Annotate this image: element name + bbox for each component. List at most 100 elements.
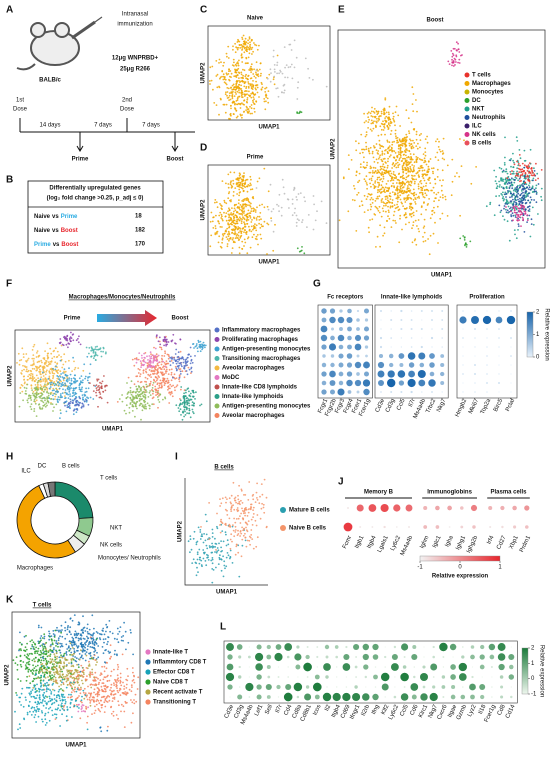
cell-point bbox=[370, 110, 373, 113]
cell-point bbox=[511, 172, 514, 175]
cell-point bbox=[157, 398, 160, 401]
cell-point bbox=[219, 498, 221, 500]
cell-point bbox=[35, 395, 37, 398]
cell-point bbox=[406, 195, 409, 197]
cell-point bbox=[182, 361, 185, 364]
cell-point bbox=[224, 567, 226, 570]
cell-point bbox=[135, 385, 138, 388]
cell-point bbox=[431, 213, 434, 216]
cell-point bbox=[241, 76, 244, 79]
cell-point bbox=[260, 88, 263, 91]
cell-point bbox=[89, 657, 91, 660]
cell-point bbox=[148, 391, 151, 394]
cell-point bbox=[381, 171, 384, 174]
cell-point bbox=[415, 156, 418, 158]
cell-point bbox=[392, 214, 395, 217]
cell-point bbox=[28, 394, 31, 397]
cell-point bbox=[160, 371, 162, 374]
cell-point bbox=[379, 154, 382, 157]
cell-point bbox=[138, 352, 141, 354]
cell-point bbox=[236, 103, 238, 106]
cell-point bbox=[221, 218, 224, 221]
legend-swatch bbox=[214, 375, 220, 380]
cell-point bbox=[540, 187, 543, 190]
cell-point bbox=[520, 225, 522, 228]
cell-point bbox=[504, 203, 507, 205]
cell-point bbox=[193, 402, 195, 405]
cell-point bbox=[404, 208, 406, 210]
cell-point bbox=[300, 249, 303, 252]
dot bbox=[512, 505, 517, 511]
cell-point bbox=[524, 199, 527, 201]
cell-point bbox=[442, 137, 445, 140]
cell-point bbox=[518, 177, 521, 180]
cell-point bbox=[535, 190, 537, 193]
cell-point bbox=[220, 569, 223, 572]
cell-point bbox=[85, 651, 88, 653]
cell-point bbox=[235, 64, 238, 67]
cell-point bbox=[300, 111, 303, 114]
cell-point bbox=[82, 648, 84, 650]
cell-point bbox=[391, 202, 394, 205]
dot bbox=[321, 362, 327, 368]
cell-point bbox=[72, 339, 75, 342]
cell-point bbox=[528, 174, 531, 177]
dot bbox=[347, 390, 352, 394]
cell-point bbox=[414, 180, 416, 183]
phase: Boost bbox=[167, 157, 184, 163]
cell-point bbox=[144, 396, 147, 399]
cell-point bbox=[369, 128, 372, 131]
cell-point bbox=[526, 165, 529, 168]
cell-point bbox=[241, 240, 244, 243]
cell-point bbox=[509, 210, 512, 213]
cell-point bbox=[512, 193, 514, 196]
cell-point bbox=[363, 156, 365, 159]
cell-point bbox=[517, 229, 519, 231]
cell-point bbox=[165, 380, 168, 383]
cell-point bbox=[212, 88, 214, 91]
cell-point bbox=[46, 389, 49, 391]
cell-point bbox=[517, 164, 520, 167]
cell-point bbox=[200, 526, 202, 528]
dot bbox=[489, 525, 492, 529]
cell-point bbox=[228, 209, 231, 211]
gene-label: Nkg7 bbox=[436, 397, 448, 413]
cell-point bbox=[504, 156, 506, 159]
cell-point bbox=[238, 83, 241, 86]
cell-point bbox=[388, 170, 390, 173]
dot bbox=[486, 382, 488, 384]
cell-point bbox=[512, 219, 514, 222]
cell-point bbox=[404, 201, 407, 203]
cell-point bbox=[380, 215, 383, 218]
cell-point bbox=[232, 212, 235, 215]
cell-point bbox=[167, 379, 170, 382]
dot bbox=[354, 379, 362, 387]
dot bbox=[362, 379, 371, 387]
cell-point bbox=[518, 149, 521, 151]
cell-point bbox=[175, 385, 178, 388]
cell-point bbox=[526, 214, 529, 217]
cell-point bbox=[409, 153, 412, 155]
colorbar-tick-label: 2 bbox=[536, 310, 540, 316]
cell-point bbox=[366, 187, 368, 190]
cell-point bbox=[387, 205, 389, 208]
dot bbox=[407, 352, 416, 360]
cell-point bbox=[293, 39, 296, 42]
cell-point bbox=[425, 174, 427, 177]
cell-point bbox=[533, 170, 536, 172]
cell-point bbox=[502, 191, 504, 194]
cell-point bbox=[408, 130, 410, 133]
donut-segment bbox=[16, 485, 76, 559]
cell-point bbox=[35, 374, 38, 377]
cell-point bbox=[265, 93, 267, 96]
cell-point bbox=[234, 496, 237, 499]
cell-point bbox=[61, 366, 64, 369]
cell-point bbox=[231, 92, 234, 94]
cell-point bbox=[285, 64, 288, 66]
cell-point bbox=[244, 536, 247, 539]
cell-point bbox=[359, 166, 362, 169]
dot bbox=[501, 525, 504, 529]
cell-point bbox=[222, 540, 225, 543]
cell-point bbox=[221, 75, 223, 78]
cell-point bbox=[229, 113, 232, 116]
